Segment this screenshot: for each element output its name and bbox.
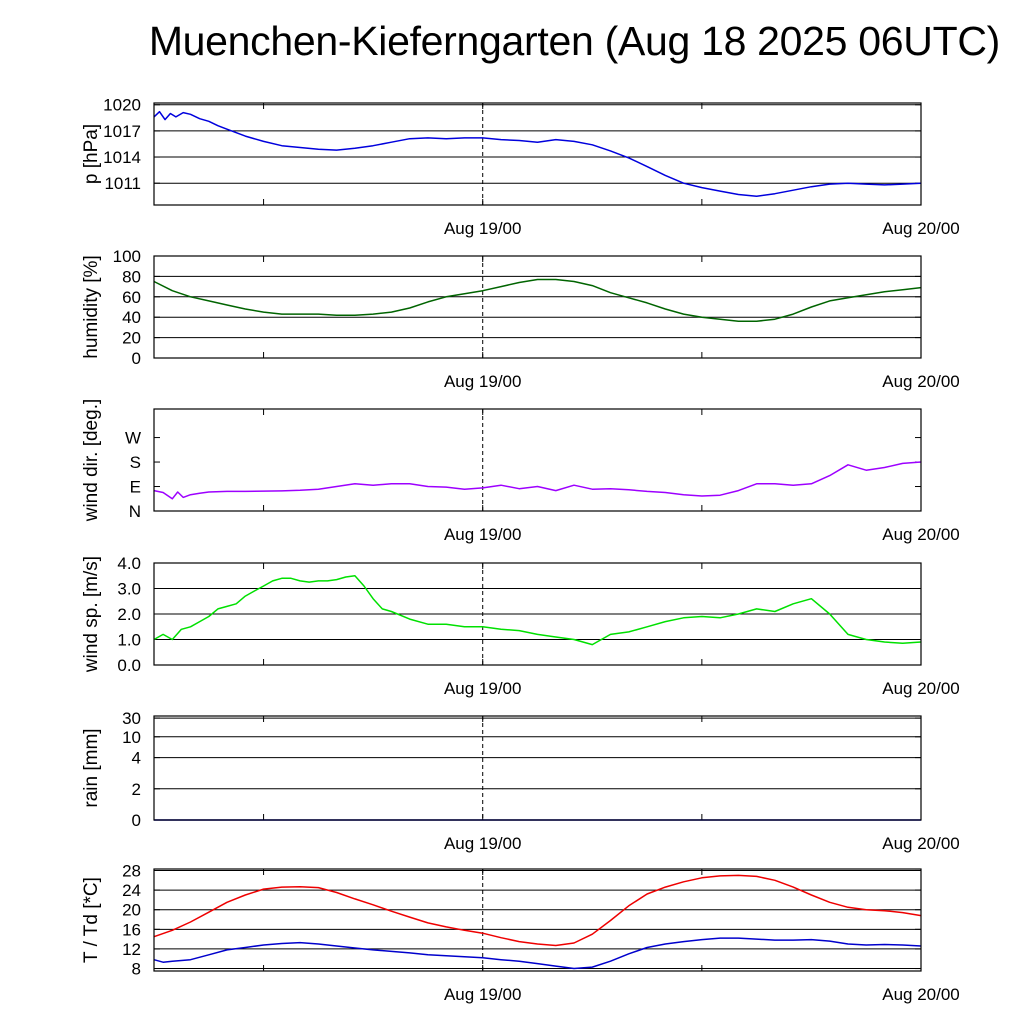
series-line-dewpoint [153,937,922,970]
series-line-wind-speed [153,575,922,646]
y-tick-label: 1011 [104,174,141,193]
panel-frame [153,715,922,821]
y-tick-label: 0.0 [117,656,141,675]
series-line-humidity [153,278,922,323]
y-tick-label: 80 [122,267,141,286]
x-tick-label: Aug 20/00 [882,219,960,238]
y-tick-label: 4 [132,749,141,768]
y-tick-label: 1017 [103,122,141,141]
y-tick-label: 28 [122,861,141,880]
series-line-pressure [153,110,922,198]
y-axis-label: p [hPa] [81,124,102,184]
panel-frame [153,562,922,666]
series-line-wind-direction [153,461,922,500]
panel-frame [153,102,922,206]
y-tick-label: W [125,429,141,448]
x-tick-label: Aug 20/00 [882,985,960,1004]
x-tick-label: Aug 20/00 [882,679,960,698]
y-tick-label: 2 [132,780,141,799]
y-tick-label: N [129,502,141,521]
y-tick-label: 8 [132,960,141,979]
y-axis-label: wind dir. [deg.] [81,399,102,523]
y-tick-label: 0 [132,811,141,830]
x-tick-label: Aug 19/00 [444,834,522,853]
x-tick-label: Aug 19/00 [444,985,522,1004]
y-tick-label: 1020 [103,96,141,115]
y-axis-label: wind sp. [m/s] [81,556,102,673]
y-tick-label: 20 [122,329,141,348]
x-tick-label: Aug 20/00 [882,372,960,391]
y-tick-label: 12 [122,940,141,959]
y-axis-label: rain [mm] [81,728,102,807]
y-tick-label: 1.0 [117,631,141,650]
panel-frame [153,408,922,512]
y-axis-label: T / Td [*C] [81,877,102,963]
page-title: Muenchen-Kieferngarten (Aug 18 2025 06UT… [148,18,1000,64]
x-tick-label: Aug 19/00 [444,679,522,698]
x-tick-label: Aug 20/00 [882,525,960,544]
y-tick-label: E [130,478,141,497]
panel-frame [153,255,922,359]
y-tick-label: 60 [122,288,141,307]
x-tick-label: Aug 20/00 [882,834,960,853]
x-tick-label: Aug 19/00 [444,219,522,238]
y-tick-label: 20 [122,901,141,920]
y-tick-label: 100 [113,247,141,266]
x-tick-label: Aug 19/00 [444,525,522,544]
y-tick-label: 16 [122,920,141,939]
y-tick-label: 0 [132,349,141,368]
y-tick-label: 10 [122,728,141,747]
series-line-temperature [153,874,922,947]
y-tick-label: 3.0 [117,580,141,599]
y-tick-label: 24 [122,881,141,900]
y-tick-label: 30 [122,709,141,728]
y-tick-label: 2.0 [117,605,141,624]
x-tick-label: Aug 19/00 [444,372,522,391]
y-tick-label: 1014 [103,148,141,167]
y-tick-label: 4.0 [117,554,141,573]
y-tick-label: 40 [122,308,141,327]
y-tick-label: S [130,453,141,472]
panel-frame [153,868,922,972]
y-axis-label: humidity [%] [81,255,102,358]
